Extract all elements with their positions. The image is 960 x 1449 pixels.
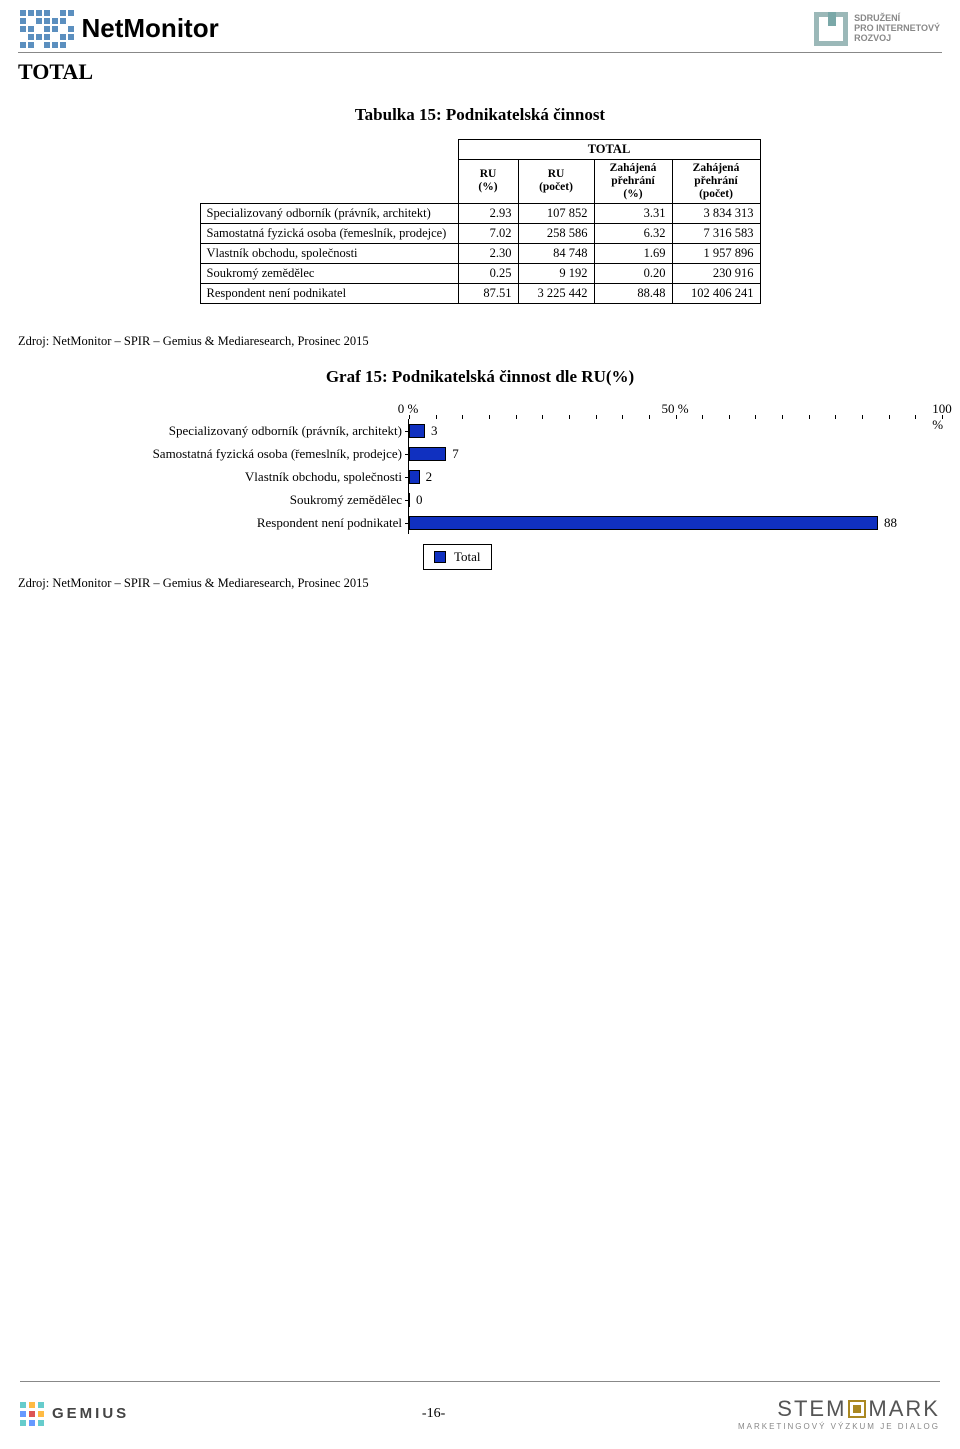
- xtick-0: 0 %: [398, 401, 419, 417]
- table-cell-value: 3 834 313: [672, 204, 760, 224]
- table-cell-label: Specializovaný odborník (právník, archit…: [200, 204, 458, 224]
- spir-text-3: ROZVOJ: [854, 34, 940, 44]
- gemius-dots-icon: [20, 1402, 44, 1426]
- spir-logo: SDRUŽENÍ PRO INTERNETOVÝ ROZVOJ: [814, 12, 940, 46]
- stemmark-text-1: STEM: [777, 1396, 846, 1421]
- netmonitor-logo-text: NetMonitor: [82, 13, 219, 44]
- table-cell-value: 2.30: [458, 244, 518, 264]
- table-cell-value: 1.69: [594, 244, 672, 264]
- table-cell-value: 230 916: [672, 264, 760, 284]
- table-cell-value: 2.93: [458, 204, 518, 224]
- chart-bar-value: 0: [416, 492, 423, 508]
- table-row: Soukromý zemědělec0.259 1920.20230 916: [200, 264, 760, 284]
- spir-icon: [814, 12, 848, 46]
- netmonitor-dots-icon: [20, 10, 74, 48]
- table-cell-value: 7.02: [458, 224, 518, 244]
- table-row: Samostatná fyzická osoba (řemeslník, pro…: [200, 224, 760, 244]
- table-col-header: RU(%): [458, 159, 518, 204]
- table-cell-value: 3.31: [594, 204, 672, 224]
- chart-title: Graf 15: Podnikatelská činnost dle RU(%): [0, 367, 960, 387]
- chart-bar-row: 0: [409, 488, 942, 511]
- page-footer: GEMIUS -16- STEM MARK MARKETINGOVÝ VÝZKUM…: [0, 1381, 960, 1449]
- bar-chart: 0 % 50 % 100 % Specializovaný odborník (…: [18, 401, 942, 570]
- table-cell-value: 1 957 896: [672, 244, 760, 264]
- table-cell-label: Soukromý zemědělec: [200, 264, 458, 284]
- footer-divider: [20, 1381, 940, 1382]
- chart-bar: [409, 424, 425, 438]
- gemius-text: GEMIUS: [52, 1405, 129, 1422]
- chart-category-label: Soukromý zemědělec: [18, 488, 408, 511]
- data-table: TOTAL RU(%)RU(počet)Zahájená přehrání(%)…: [200, 139, 761, 305]
- table-cell-label: Vlastník obchodu, společnosti: [200, 244, 458, 264]
- table-row: Vlastník obchodu, společnosti2.3084 7481…: [200, 244, 760, 264]
- table-cell-value: 9 192: [518, 264, 594, 284]
- table-cell-value: 0.25: [458, 264, 518, 284]
- table-cell-value: 102 406 241: [672, 284, 760, 304]
- table-cell-label: Respondent není podnikatel: [200, 284, 458, 304]
- table-cell-value: 6.32: [594, 224, 672, 244]
- table-col-header: Zahájená přehrání(%): [594, 159, 672, 204]
- chart-bar: [409, 493, 410, 507]
- chart-category-label: Specializovaný odborník (právník, archit…: [18, 419, 408, 442]
- legend-swatch: [434, 551, 446, 563]
- chart-bar-value: 88: [884, 515, 897, 531]
- chart-bar-row: 88: [409, 511, 942, 534]
- source-1: Zdroj: NetMonitor – SPIR – Gemius & Medi…: [0, 304, 960, 349]
- table-title: Tabulka 15: Podnikatelská činnost: [0, 105, 960, 125]
- table-superheader: TOTAL: [458, 139, 760, 159]
- page-title: TOTAL: [0, 53, 960, 87]
- source-2: Zdroj: NetMonitor – SPIR – Gemius & Medi…: [0, 570, 960, 591]
- table-cell-value: 258 586: [518, 224, 594, 244]
- chart-legend: Total: [423, 544, 492, 570]
- stemmark-box-icon: [848, 1400, 866, 1418]
- chart-bar-value: 2: [426, 469, 433, 485]
- table-row: Specializovaný odborník (právník, archit…: [200, 204, 760, 224]
- chart-category-label: Respondent není podnikatel: [18, 511, 408, 534]
- table-cell-value: 107 852: [518, 204, 594, 224]
- netmonitor-logo: NetMonitor: [20, 10, 219, 48]
- table-cell-label: Samostatná fyzická osoba (řemeslník, pro…: [200, 224, 458, 244]
- stemmark-text-2: MARK: [868, 1396, 940, 1421]
- stemmark-logo: STEM MARK MARKETINGOVÝ VÝZKUM JE DIALOG: [738, 1396, 940, 1431]
- chart-bar: [409, 516, 878, 530]
- table-cell-value: 88.48: [594, 284, 672, 304]
- table-cell-value: 7 316 583: [672, 224, 760, 244]
- chart-bar: [409, 470, 420, 484]
- table-row: Respondent není podnikatel87.513 225 442…: [200, 284, 760, 304]
- table-cell-value: 84 748: [518, 244, 594, 264]
- table-cell-value: 3 225 442: [518, 284, 594, 304]
- table-col-header: Zahájená přehrání(počet): [672, 159, 760, 204]
- chart-bar-row: 2: [409, 465, 942, 488]
- chart-category-label: Vlastník obchodu, společnosti: [18, 465, 408, 488]
- table-cell-value: 0.20: [594, 264, 672, 284]
- chart-category-label: Samostatná fyzická osoba (řemeslník, pro…: [18, 442, 408, 465]
- stemmark-subtitle: MARKETINGOVÝ VÝZKUM JE DIALOG: [738, 1422, 940, 1431]
- chart-bar-row: 7: [409, 442, 942, 465]
- chart-bar: [409, 447, 446, 461]
- chart-bar-row: 3: [409, 419, 942, 442]
- gemius-logo: GEMIUS: [20, 1402, 129, 1426]
- table-col-header: RU(počet): [518, 159, 594, 204]
- chart-bar-value: 3: [431, 423, 438, 439]
- legend-label: Total: [454, 549, 481, 565]
- table-cell-value: 87.51: [458, 284, 518, 304]
- page-header: NetMonitor SDRUŽENÍ PRO INTERNETOVÝ ROZV…: [0, 0, 960, 52]
- page-number: -16-: [422, 1406, 445, 1422]
- chart-bar-value: 7: [452, 446, 459, 462]
